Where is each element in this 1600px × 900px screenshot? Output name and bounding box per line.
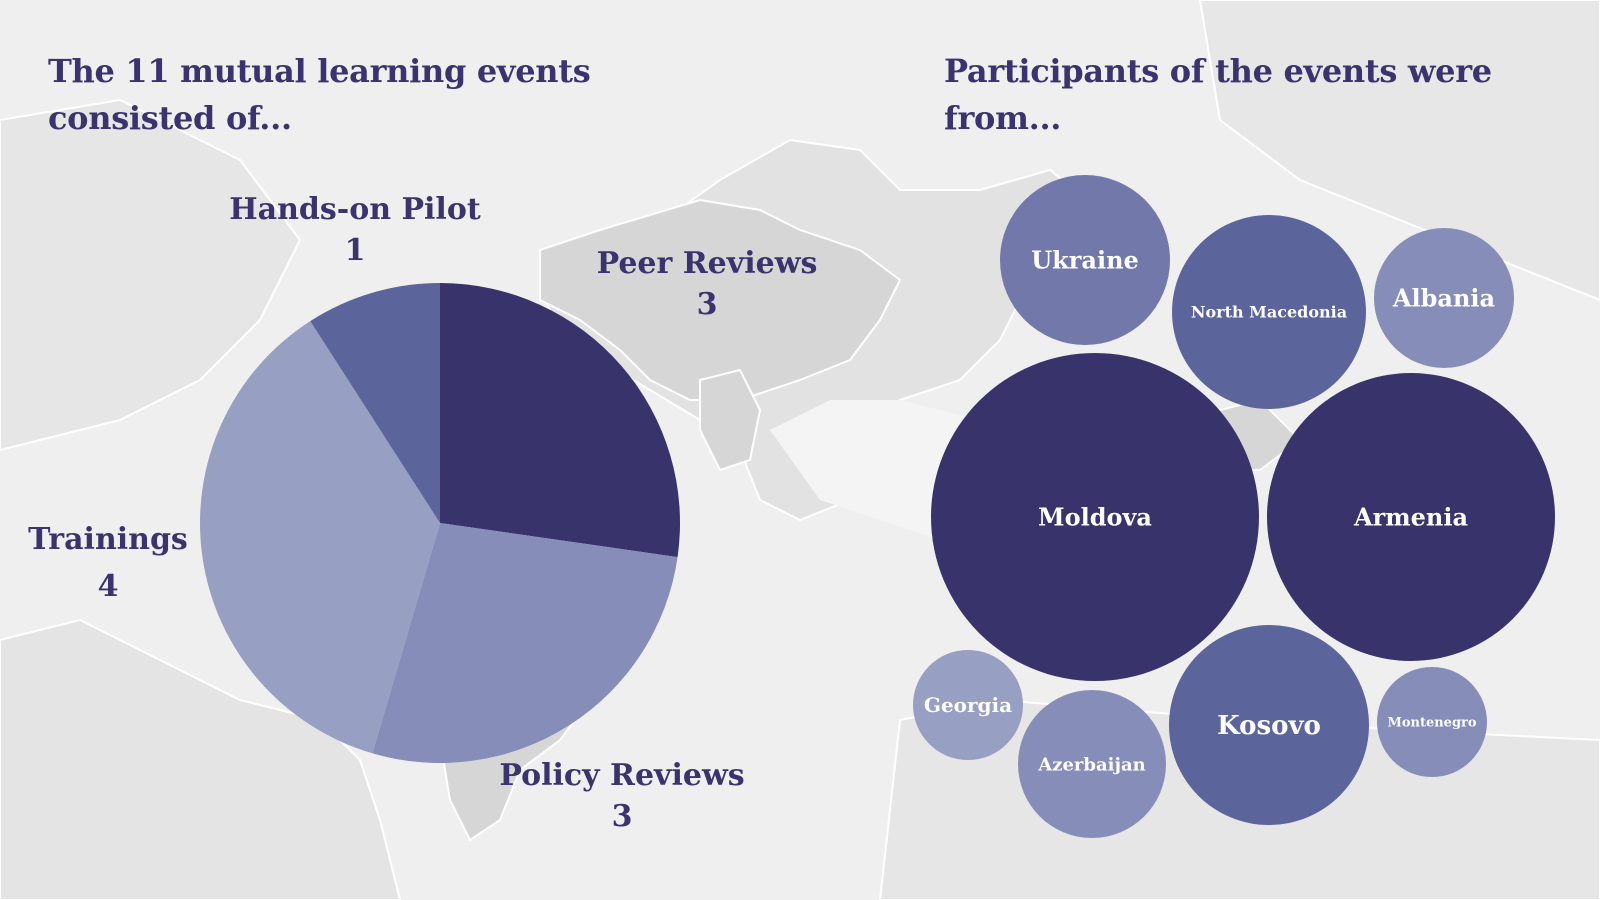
events-chart-title: The 11 mutual learning events consisted … <box>48 52 591 137</box>
slice-value-trainings: 4 <box>98 569 119 604</box>
bubble-label-azerbaijan: Azerbaijan <box>1037 754 1145 775</box>
map-landmass-west <box>0 98 302 452</box>
slice-value-hands-on-pilot: 1 <box>345 233 366 268</box>
slice-label-policy-reviews: Policy Reviews <box>499 758 744 793</box>
slice-label-peer-reviews: Peer Reviews <box>597 246 818 281</box>
slice-value-peer-reviews: 3 <box>697 287 718 322</box>
bubble-moldova <box>931 353 1259 681</box>
bubble-label-kosovo: Kosovo <box>1217 711 1321 741</box>
bubble-armenia <box>1267 373 1555 661</box>
bubble-label-montenegro: Montenegro <box>1387 716 1476 731</box>
pie-slice-peer-reviews <box>440 283 681 558</box>
bubble-label-ukraine: Ukraine <box>1031 245 1139 274</box>
pie-slice-policy-reviews <box>372 523 678 764</box>
bubble-albania <box>1374 228 1514 368</box>
map-region-moldova <box>699 368 762 472</box>
bubble-label-moldova: Moldova <box>1038 502 1152 531</box>
bubble-montenegro <box>1377 667 1487 777</box>
bubble-kosovo <box>1169 625 1369 825</box>
pie-slice-trainings <box>200 321 440 754</box>
pie-slice-hands-on-pilot <box>310 283 440 523</box>
participants-bubble-chart: Ukraine North Macedonia Albania Moldova Arme… <box>913 175 1555 838</box>
slice-label-hands-on-pilot: Hands-on Pilot <box>229 192 481 227</box>
bubble-label-armenia: Armenia <box>1353 502 1468 531</box>
bubble-georgia <box>913 650 1023 760</box>
bubble-ukraine <box>1000 175 1170 345</box>
events-pie-chart: Peer Reviews 3 Policy Reviews 3 Trainings 4 Ha… <box>28 192 818 834</box>
bubble-azerbaijan <box>1018 690 1166 838</box>
slice-label-trainings: Trainings <box>28 522 188 557</box>
bubble-north-macedonia <box>1172 215 1366 409</box>
slice-value-policy-reviews: 3 <box>612 799 633 834</box>
bubble-label-albania: Albania <box>1392 283 1495 312</box>
bubble-label-georgia: Georgia <box>924 693 1012 717</box>
bubble-label-north-macedonia: North Macedonia <box>1191 303 1347 322</box>
map-region-ukraine <box>539 198 902 401</box>
participants-chart-title: Participants of the events were from... <box>944 52 1492 137</box>
